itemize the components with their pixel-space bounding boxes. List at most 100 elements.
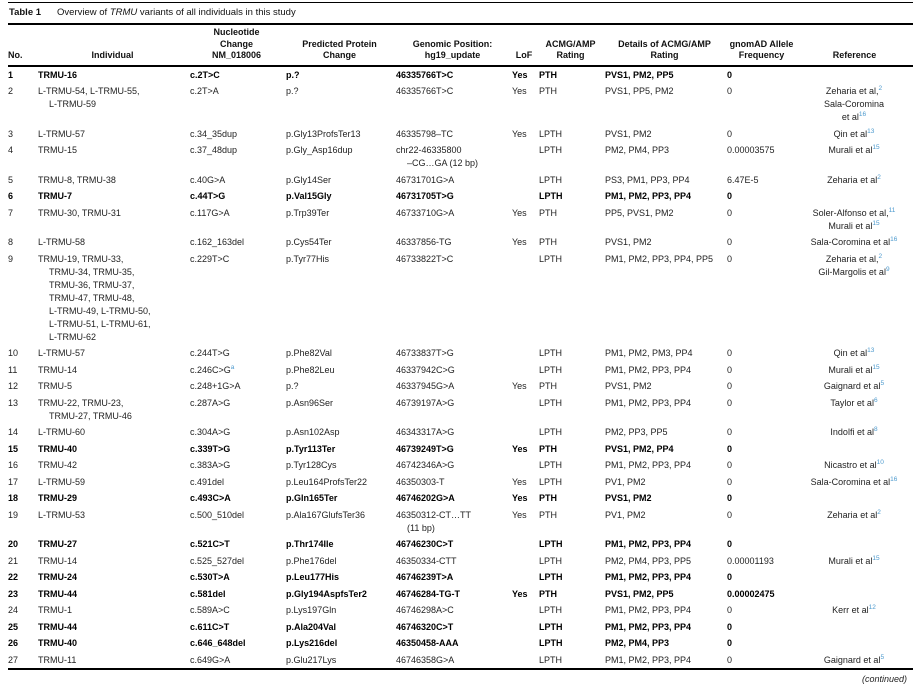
cell-nucleotide: c.521C>T — [190, 539, 230, 549]
cell-rating: LPTH — [539, 253, 563, 264]
cell-lof — [512, 251, 539, 346]
cell-rating: PTH — [539, 69, 557, 80]
cell-reference: Soler-Alfonso et al,11 Murali et al15 — [799, 205, 913, 235]
cell-no: 1 — [8, 69, 14, 80]
cell-lof — [512, 345, 539, 362]
col-header-genomic: Genomic Position: hg19_update — [396, 24, 512, 67]
citation-link[interactable]: 15 — [872, 363, 880, 371]
cell-gnomad: 0 — [727, 348, 733, 358]
citation-link[interactable]: 2 — [878, 252, 883, 260]
cell-reference: Murali et al15 — [799, 553, 913, 570]
cell-individual: TRMU-27 — [38, 539, 78, 549]
footnote-marker[interactable]: a — [230, 363, 235, 371]
cell-reference: Zeharia et al,2 Gil-Margolis et al9 — [799, 251, 913, 346]
reference-entry: Zeharia et al,2 — [825, 252, 883, 264]
cell-rating: PTH — [539, 381, 557, 391]
citation-link[interactable]: 5 — [880, 380, 885, 387]
cell-reference — [799, 441, 913, 458]
reference-entry: Murali et al15 — [828, 554, 880, 566]
citation-link[interactable]: 6 — [873, 396, 878, 404]
citation-link[interactable]: 2 — [878, 85, 883, 92]
cell-gnomad: 0 — [727, 539, 733, 549]
citation-link[interactable]: 15 — [872, 219, 880, 227]
cell-nucleotide: c.500_510del — [190, 509, 245, 520]
cell-nucleotide: c.581del — [190, 588, 226, 599]
cell-individual: L-TRMU-57 — [38, 348, 86, 358]
variants-table-header: No. Individual Nucleotide Change NM_018006 Pr… — [8, 24, 913, 67]
cell-rating: PTH — [539, 86, 557, 96]
variants-table: No. Individual Nucleotide Change NM_018006 Pr… — [8, 23, 913, 670]
cell-nucleotide: c.491del — [190, 476, 225, 487]
citation-link[interactable]: 15 — [872, 144, 880, 151]
citation-link[interactable]: 11 — [888, 206, 896, 214]
cell-genomic: 46742346A>G — [396, 460, 455, 470]
cell-individual: TRMU-7 — [38, 191, 72, 201]
cell-no: 17 — [8, 476, 19, 487]
cell-nucleotide: c.244T>G — [190, 348, 230, 358]
citation-link[interactable]: 16 — [890, 236, 898, 243]
table-row: 12 TRMU-5 c.248+1G>A p.? 46337945G>A Yes PTH PV… — [8, 378, 913, 395]
table-row: 10 L-TRMU-57 c.244T>G p.Phe82Val 46733837T>G… — [8, 345, 913, 362]
citation-link[interactable]: 13 — [867, 347, 875, 354]
cell-gnomad: 0 — [727, 207, 733, 218]
cell-gnomad: 6.47E-5 — [727, 174, 759, 185]
reference-entry: Qin et al13 — [833, 347, 875, 358]
cell-protein: p.Tyr77His — [286, 253, 330, 264]
citation-link[interactable]: 5 — [880, 653, 885, 661]
cell-nucleotide: c.649G>A — [190, 654, 231, 665]
citation-link[interactable]: 12 — [868, 604, 876, 611]
table-row: 5 TRMU-8, TRMU-38 c.40G>A p.Gly14Ser 4673170… — [8, 172, 913, 189]
cell-lof: Yes — [512, 443, 528, 454]
cell-nucleotide: c.246C>Ga — [190, 363, 235, 375]
cell-rating: LPTH — [539, 427, 563, 437]
cell-genomic: 46739249T>G — [396, 443, 454, 454]
col-header-details: Details of ACMG/AMP Rating — [605, 24, 727, 67]
cell-nucleotide: c.162_163del — [190, 237, 245, 247]
reference-entry: Nicastro et al10 — [824, 459, 884, 470]
cell-details: PVS1, PM2, PP5 — [605, 588, 674, 599]
reference-entry: Zeharia et al,2 — [825, 85, 883, 96]
cell-details: PP5, PVS1, PM2 — [605, 207, 674, 218]
citation-link[interactable]: 16 — [890, 475, 898, 483]
table-row: 26 TRMU-40 c.646_648del p.Lys216del 46350458… — [8, 635, 913, 652]
citation-link[interactable]: 13 — [867, 127, 875, 135]
cell-details: PM2, PP3, PP5 — [605, 427, 668, 437]
reference-entry: Kerr et al12 — [832, 604, 876, 615]
citation-link[interactable]: 15 — [872, 554, 880, 562]
col-header-nucleotide: Nucleotide Change NM_018006 — [190, 24, 286, 67]
citation-link[interactable]: 16 — [858, 111, 867, 118]
cell-protein: p.? — [286, 381, 299, 391]
cell-lof — [512, 652, 539, 670]
cell-protein: p.Gly14Ser — [286, 174, 332, 185]
citation-link[interactable]: 2 — [877, 508, 881, 516]
cell-gnomad: 0 — [727, 493, 733, 503]
citation-link[interactable]: 2 — [877, 173, 881, 181]
cell-protein: p.Cys54Ter — [286, 237, 332, 247]
cell-nucleotide: c.525_527del — [190, 555, 245, 566]
cell-nucleotide: c.44T>G — [190, 191, 226, 201]
cell-gnomad: 0 — [727, 237, 733, 247]
cell-reference: Zeharia et al,2 Sala-Coromina et al16 — [799, 83, 913, 126]
cell-no: 2 — [8, 86, 14, 96]
table-row: 6 TRMU-7 c.44T>G p.Val15Gly 46731705T>G LPTH P… — [8, 188, 913, 205]
table-row: 1 TRMU-16 c.2T>C p.? 46335766T>C Yes PTH PVS1, … — [8, 66, 913, 84]
cell-reference: Gaignard et al5 — [799, 652, 913, 670]
cell-reference: Sala-Coromina et al16 — [799, 234, 913, 251]
cell-genomic: 46746230C>T — [396, 539, 454, 549]
cell-no: 14 — [8, 427, 19, 437]
cell-reference: Kerr et al12 — [799, 602, 913, 619]
cell-nucleotide: c.34_35dup — [190, 128, 238, 139]
cell-rating: LPTH — [539, 621, 563, 632]
citation-link[interactable]: 8 — [873, 426, 878, 433]
citation-link[interactable]: 10 — [876, 459, 884, 466]
cell-gnomad: 0.00001193 — [727, 555, 774, 566]
table-row: 17 L-TRMU-59 c.491del p.Leu164ProfsTer22 463… — [8, 474, 913, 491]
cell-individual: L-TRMU-59 — [38, 476, 86, 487]
cell-genomic: 46739197A>G — [396, 397, 455, 408]
table-row: 19 L-TRMU-53 c.500_510del p.Ala167GlufsTer3… — [8, 507, 913, 537]
variants-table-body: 1 TRMU-16 c.2T>C p.? 46335766T>C Yes PTH PVS1, … — [8, 66, 913, 670]
citation-link[interactable]: 9 — [885, 265, 890, 273]
table-row: 4 TRMU-15 c.37_48dup p.Gly_Asp16dup chr22-46… — [8, 142, 913, 172]
cell-protein: p.Asn102Asp — [286, 427, 340, 437]
cell-details: PVS1, PM2 — [605, 128, 652, 139]
